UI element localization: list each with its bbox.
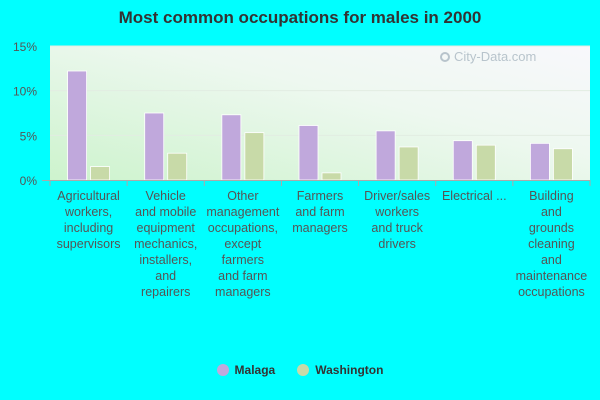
y-tick-label: 15% <box>13 40 37 54</box>
bar-washington-5 <box>475 144 496 181</box>
legend-label-malaga: Malaga <box>234 363 276 377</box>
bar-washington-4 <box>398 146 419 181</box>
plot-area <box>50 46 590 180</box>
x-category-label: Vehicle and mobile equipment mechanics, inst… <box>134 189 197 299</box>
y-axis: 0% 5% 10% 15% <box>13 40 37 188</box>
bar-washington-2 <box>244 132 265 181</box>
y-tick-label: 0% <box>20 174 38 188</box>
bar-malaga-1 <box>144 112 165 181</box>
x-category-label: Agricultural workers, including supervisors <box>57 189 121 251</box>
legend-label-washington: Washington <box>315 363 384 377</box>
y-tick-label: 5% <box>20 129 38 143</box>
watermark: City-Data.com <box>440 49 536 64</box>
bar-malaga-2 <box>221 114 242 181</box>
x-axis: Agricultural workers, including supervisors… <box>42 180 591 299</box>
legend-swatch-washington <box>297 364 310 376</box>
bars <box>67 70 573 181</box>
legend-item-malaga: Malaga <box>216 363 276 377</box>
gridlines <box>50 45 590 136</box>
y-tick-label: 10% <box>13 85 37 99</box>
bar-malaga-6 <box>530 142 550 181</box>
bar-washington-1 <box>167 152 188 181</box>
bar-malaga-0 <box>67 70 87 181</box>
x-category-label: Farmers and farm managers <box>292 189 348 235</box>
watermark-text: City-Data.com <box>454 49 537 64</box>
bar-washington-3 <box>321 172 342 181</box>
legend-item-washington: Washington <box>297 363 383 377</box>
chart-title: Most common occupations for males in 200… <box>118 8 482 27</box>
bar-malaga-5 <box>452 140 473 181</box>
bar-malaga-3 <box>298 125 319 181</box>
legend: Malaga Washington <box>0 363 600 377</box>
x-category-label: Building and grounds cleaning and maintenance… <box>516 189 588 299</box>
bar-malaga-4 <box>375 130 396 181</box>
x-category-label: Electrical ... <box>442 189 507 203</box>
x-category-label: Other management occupations, except farmers… <box>206 189 279 299</box>
search-icon <box>440 51 450 62</box>
legend-swatch-malaga <box>216 364 229 376</box>
x-category-label: Driver/sales workers and truck drivers <box>364 189 430 251</box>
bar-washington-0 <box>90 166 110 181</box>
bar-washington-6 <box>553 148 573 181</box>
